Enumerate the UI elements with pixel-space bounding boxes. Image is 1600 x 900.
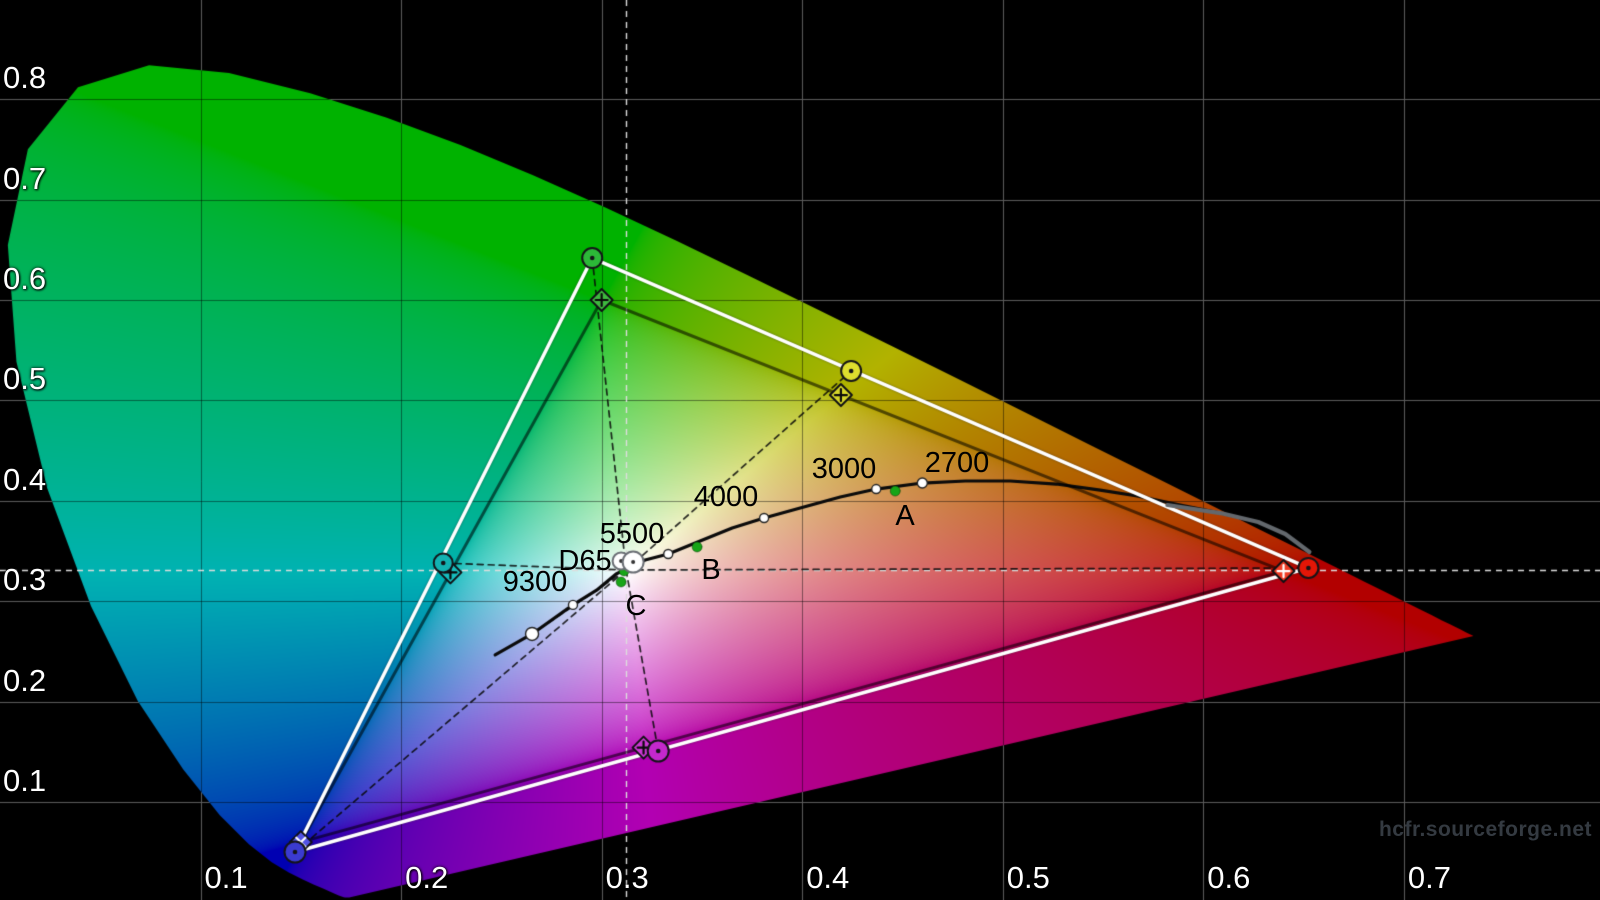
watermark: hcfr.sourceforge.net	[1378, 818, 1592, 841]
